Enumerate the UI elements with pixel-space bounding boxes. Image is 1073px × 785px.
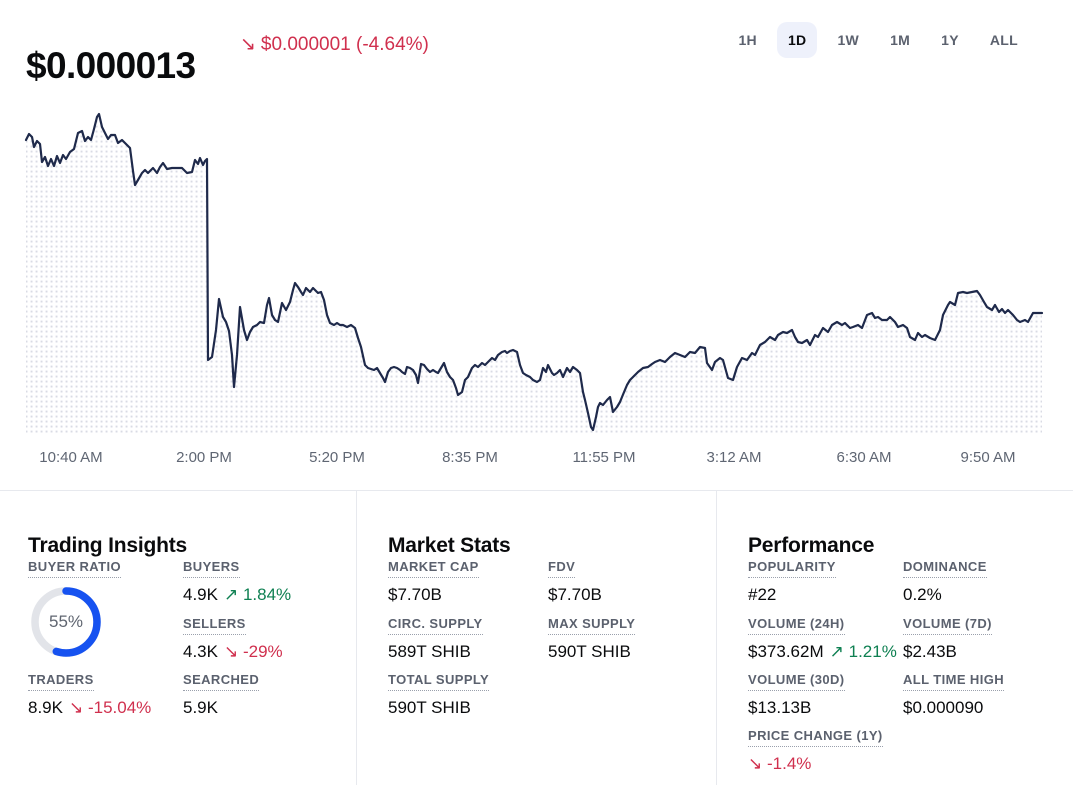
timeframe-1w[interactable]: 1W: [826, 22, 870, 58]
trend-down-icon: ↘: [223, 642, 239, 661]
max-supply-label[interactable]: MAX SUPPLY: [548, 616, 636, 635]
price-chart[interactable]: [0, 0, 1073, 445]
buyer-ratio-percent: 55%: [48, 612, 84, 631]
trend-up-icon: ↗: [223, 585, 239, 604]
performance-title: Performance: [748, 534, 875, 558]
market-stats-title: Market Stats: [388, 534, 511, 558]
searched-label[interactable]: SEARCHED: [183, 672, 260, 691]
trading-insights-title: Trading Insights: [28, 534, 187, 558]
sellers-value: 4.3K: [183, 642, 218, 661]
popularity-value: #22: [748, 585, 777, 604]
traders-label[interactable]: TRADERS: [28, 672, 94, 691]
market-cap-value: $7.70B: [388, 585, 442, 604]
x-tick: 5:20 PM: [309, 449, 365, 466]
stats-panel: [0, 490, 1073, 785]
total-supply-cell: TOTAL SUPPLY 590T SHIB: [388, 671, 490, 718]
volume-30d-label[interactable]: VOLUME (30D): [748, 672, 845, 691]
price-change: ↘ $0.000001 (-4.64%): [240, 33, 429, 56]
volume-30d-value: $13.13B: [748, 698, 812, 717]
x-tick: 8:35 PM: [442, 449, 498, 466]
buyers-value: 4.9K: [183, 585, 218, 604]
fdv-label[interactable]: FDV: [548, 559, 576, 578]
section-divider: [356, 491, 357, 785]
timeframe-selector: 1H 1D 1W 1M 1Y ALL: [738, 22, 1018, 58]
timeframe-1d[interactable]: 1D: [776, 22, 818, 58]
timeframe-1y[interactable]: 1Y: [930, 22, 970, 58]
timeframe-all[interactable]: ALL: [979, 22, 1029, 58]
traders-value: 8.9K: [28, 698, 63, 717]
x-tick: 6:30 AM: [836, 449, 892, 466]
volume-7d-label[interactable]: VOLUME (7D): [903, 616, 992, 635]
circ-supply-cell: CIRC. SUPPLY 589T SHIB: [388, 615, 483, 662]
fdv-cell: FDV $7.70B: [548, 558, 602, 605]
all-time-high-value: $0.000090: [903, 698, 984, 717]
price-change-1y-value: ↘ -1.4%: [748, 754, 812, 773]
all-time-high-cell: ALL TIME HIGH $0.000090: [903, 671, 1005, 718]
volume-30d-cell: VOLUME (30D) $13.13B: [748, 671, 845, 718]
max-supply-value: 590T SHIB: [548, 642, 631, 661]
trend-down-icon: ↘: [748, 754, 763, 773]
popularity-label[interactable]: POPULARITY: [748, 559, 836, 578]
dominance-value: 0.2%: [903, 585, 942, 604]
buyers-label[interactable]: BUYERS: [183, 559, 240, 578]
volume-7d-cell: VOLUME (7D) $2.43B: [903, 615, 992, 662]
x-tick: 9:50 AM: [960, 449, 1016, 466]
buyer-ratio-donut: 55%: [28, 584, 104, 660]
market-cap-label[interactable]: MARKET CAP: [388, 559, 479, 578]
all-time-high-label[interactable]: ALL TIME HIGH: [903, 672, 1005, 691]
price-change-amount: $0.000001: [260, 34, 351, 55]
popularity-cell: POPULARITY #22: [748, 558, 836, 605]
buyer-ratio-cell: BUYER RATIO: [28, 558, 121, 578]
searched-value: 5.9K: [183, 698, 218, 717]
sellers-cell: SELLERS 4.3K ↘ -29%: [183, 615, 283, 662]
chart-price-line: [24, 112, 1044, 432]
volume-24h-change: ↗ 1.21%: [829, 642, 897, 661]
buyers-change: ↗ 1.84%: [223, 585, 292, 604]
price-change-1y-label[interactable]: PRICE CHANGE (1Y): [748, 728, 883, 747]
sellers-label[interactable]: SELLERS: [183, 616, 246, 635]
price-change-percent: (-4.64%): [356, 34, 429, 55]
price-change-1y-cell: PRICE CHANGE (1Y) ↘ -1.4%: [748, 727, 883, 774]
volume-24h-cell: VOLUME (24H) $373.62M ↗ 1.21%: [748, 615, 897, 662]
sellers-change: ↘ -29%: [223, 642, 283, 661]
fdv-value: $7.70B: [548, 585, 602, 604]
traders-cell: TRADERS 8.9K ↘ -15.04%: [28, 671, 151, 718]
trend-down-icon: ↘: [68, 698, 84, 717]
market-cap-cell: MARKET CAP $7.70B: [388, 558, 479, 605]
section-divider: [716, 491, 717, 785]
traders-change: ↘ -15.04%: [68, 698, 152, 717]
searched-cell: SEARCHED 5.9K: [183, 671, 260, 718]
x-tick: 3:12 AM: [706, 449, 762, 466]
max-supply-cell: MAX SUPPLY 590T SHIB: [548, 615, 636, 662]
volume-7d-value: $2.43B: [903, 642, 957, 661]
donut-value-arc: [31, 587, 101, 657]
dominance-label[interactable]: DOMINANCE: [903, 559, 987, 578]
trend-up-icon: ↗: [829, 642, 844, 661]
total-supply-value: 590T SHIB: [388, 698, 471, 717]
dominance-cell: DOMINANCE 0.2%: [903, 558, 987, 605]
asset-price: $0.000013: [26, 44, 196, 86]
chart-area-fill: [26, 114, 1042, 435]
timeframe-1h[interactable]: 1H: [727, 22, 768, 58]
timeframe-1m[interactable]: 1M: [879, 22, 921, 58]
x-tick: 11:55 PM: [572, 449, 636, 466]
total-supply-label[interactable]: TOTAL SUPPLY: [388, 672, 490, 691]
buyer-ratio-label[interactable]: BUYER RATIO: [28, 559, 121, 578]
trend-down-icon: ↘: [240, 34, 256, 55]
buyers-cell: BUYERS 4.9K ↗ 1.84%: [183, 558, 291, 605]
circ-supply-label[interactable]: CIRC. SUPPLY: [388, 616, 483, 635]
x-tick: 2:00 PM: [176, 449, 232, 466]
chart-x-axis: 10:40 AM 2:00 PM 5:20 PM 8:35 PM 11:55 P…: [0, 449, 1073, 469]
circ-supply-value: 589T SHIB: [388, 642, 471, 661]
volume-24h-label[interactable]: VOLUME (24H): [748, 616, 845, 635]
x-tick: 10:40 AM: [39, 449, 103, 466]
volume-24h-value: $373.62M: [748, 642, 824, 661]
